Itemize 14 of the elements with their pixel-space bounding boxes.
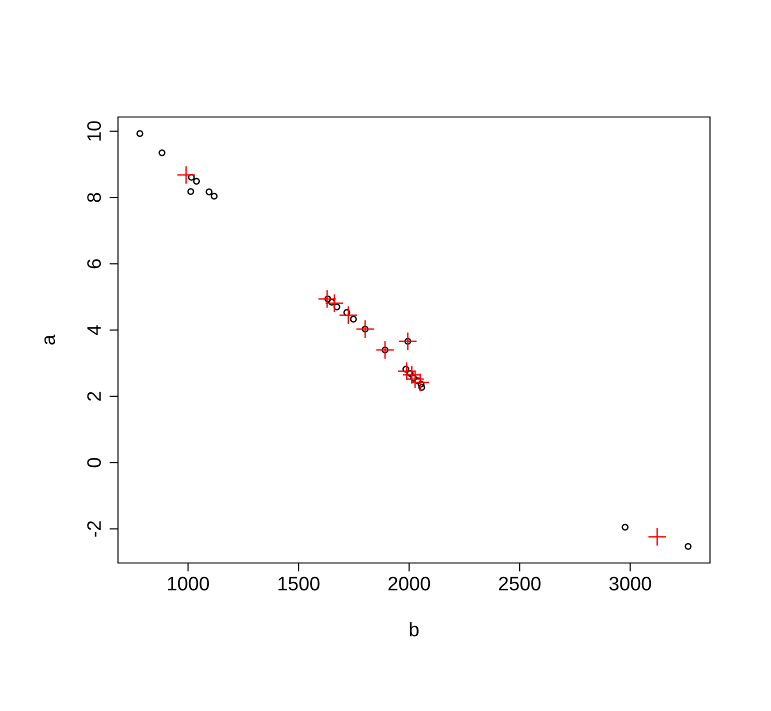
y-tick-label: 10 xyxy=(87,121,101,141)
y-tick-label: 0 xyxy=(87,458,101,468)
x-tick-label: 2000 xyxy=(388,576,430,590)
x-tick-label: 2500 xyxy=(499,576,541,590)
y-tick-label: 2 xyxy=(87,392,101,401)
y-tick-label: -2 xyxy=(87,521,101,537)
y-tick-label: 8 xyxy=(87,192,101,202)
y-tick-label: 4 xyxy=(87,325,101,336)
x-tick-label: 1000 xyxy=(168,576,209,590)
x-tick-label: 3000 xyxy=(609,576,652,590)
x-axis-title: b xyxy=(410,622,419,636)
y-axis-title: a xyxy=(44,334,56,345)
y-tick-label: 6 xyxy=(87,259,101,268)
x-tick-label: 1500 xyxy=(278,576,320,590)
